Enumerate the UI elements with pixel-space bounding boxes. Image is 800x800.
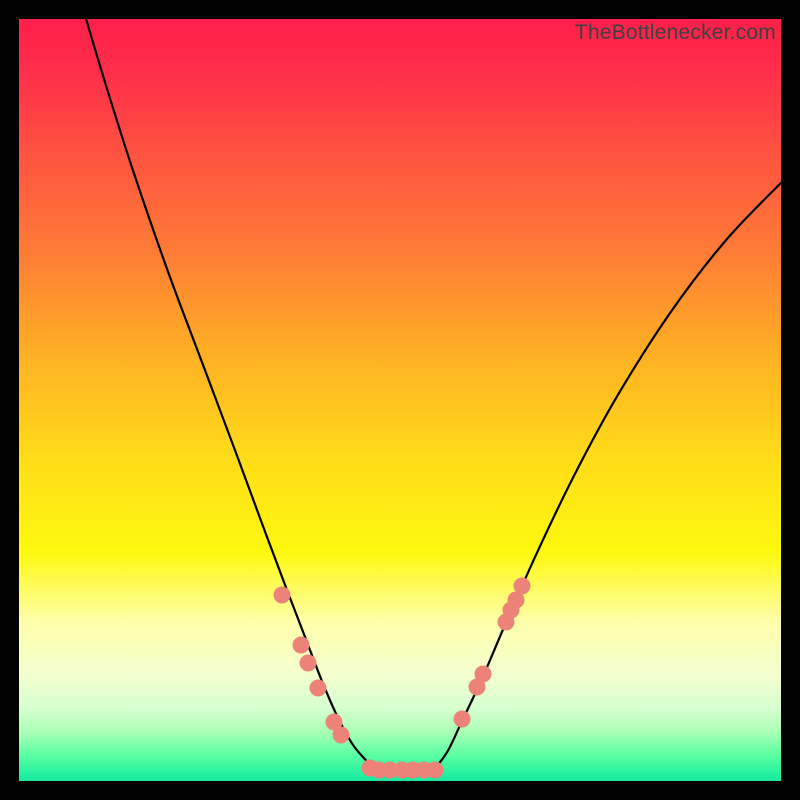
marker-dot	[292, 637, 309, 654]
marker-dot	[454, 711, 471, 728]
marker-dot	[475, 666, 492, 683]
marker-dot	[513, 577, 530, 594]
watermark-text: TheBottlenecker.com	[575, 21, 776, 45]
markers-layer	[19, 19, 781, 781]
marker-dot	[299, 654, 316, 671]
marker-dot	[427, 761, 444, 778]
marker-dot	[273, 587, 290, 604]
chart-plot-area	[19, 19, 781, 781]
marker-dot	[333, 726, 350, 743]
canvas-root: TheBottlenecker.com	[0, 0, 800, 800]
marker-dot	[309, 680, 326, 697]
